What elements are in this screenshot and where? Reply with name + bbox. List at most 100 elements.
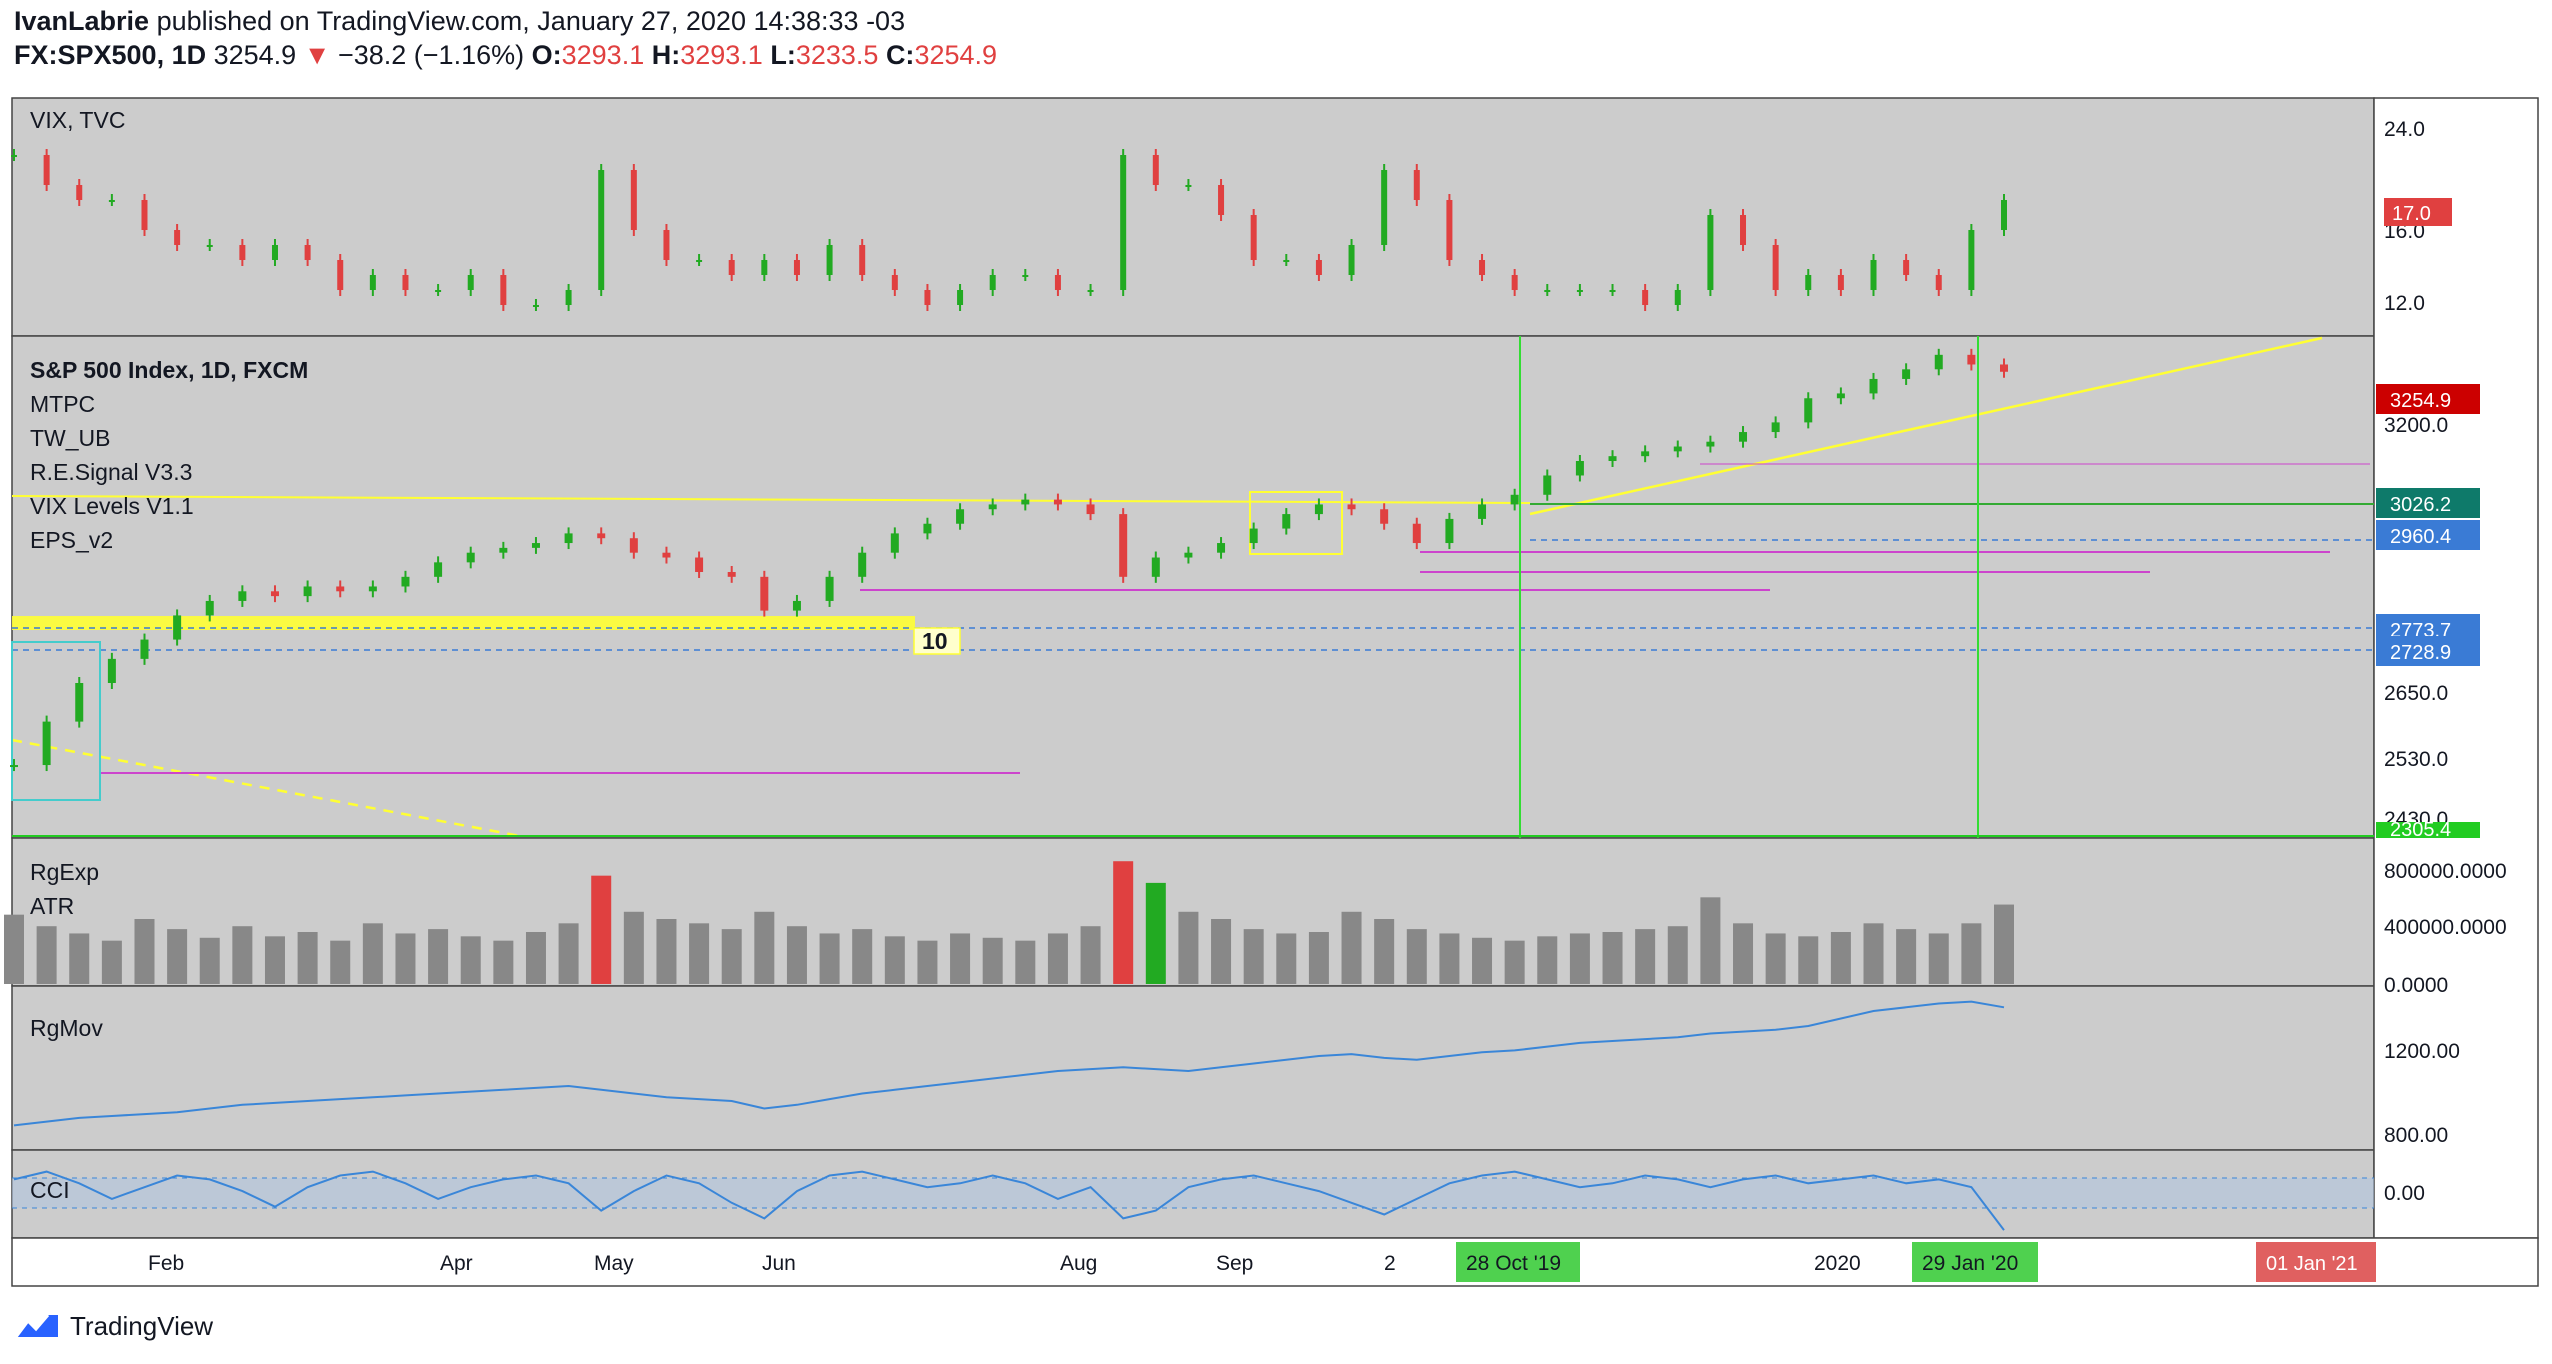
price-series-candle bbox=[956, 509, 965, 524]
vix-series-candle bbox=[1609, 290, 1616, 292]
open-value: 3293.1 bbox=[561, 40, 645, 70]
volume-bar bbox=[1994, 904, 2014, 984]
time-marker-3: 01 Jan '21 bbox=[2266, 1253, 2358, 1275]
price-series-candle bbox=[825, 576, 834, 601]
rgmov-pane[interactable] bbox=[11, 985, 2375, 1151]
price-tag-2: 3026.2 bbox=[2390, 494, 2451, 516]
vix-series-candle bbox=[500, 275, 507, 305]
volume-bar bbox=[199, 937, 220, 984]
vix-tick-12: 12.0 bbox=[2384, 292, 2425, 315]
price-tag-bg-6 bbox=[2376, 822, 2480, 838]
volume-bar bbox=[852, 929, 873, 984]
vix-series-candle bbox=[1120, 155, 1127, 290]
volume-tick-0: 0.0000 bbox=[2384, 974, 2448, 997]
price-series-candle bbox=[1445, 518, 1454, 544]
vix-series-candle bbox=[1054, 275, 1061, 290]
rgmov-tick-800: 800.00 bbox=[2384, 1124, 2448, 1147]
author-name[interactable]: IvanLabrie bbox=[14, 6, 150, 36]
vix-series-candle bbox=[1642, 290, 1649, 305]
vix-last-tag bbox=[2384, 198, 2452, 226]
price-series-candle bbox=[401, 576, 410, 587]
vix-pane[interactable] bbox=[11, 97, 2375, 337]
close-value: 3254.9 bbox=[914, 40, 998, 70]
vix-series-candle bbox=[1968, 230, 1975, 290]
time-axis[interactable] bbox=[11, 1237, 2539, 1287]
vix-series-candle bbox=[989, 275, 996, 290]
volume-bar bbox=[1113, 861, 1134, 984]
volume-bar bbox=[1830, 932, 1851, 984]
price-tag-3: 2960.4 bbox=[2390, 526, 2451, 548]
volume-bar bbox=[1406, 929, 1427, 984]
price-series-candle bbox=[1249, 528, 1258, 544]
vix-series-candle bbox=[565, 290, 572, 305]
volume-bar bbox=[1211, 919, 1232, 984]
vix-series-candle bbox=[1185, 185, 1192, 187]
price-series-candle bbox=[1380, 509, 1389, 524]
vix-series-candle bbox=[1152, 155, 1159, 185]
vix-title: VIX, TVC bbox=[30, 107, 125, 133]
volume-bar bbox=[1145, 882, 1166, 984]
vix-series-candle bbox=[859, 245, 866, 275]
vix-series-candle bbox=[1087, 290, 1094, 292]
price-series-candle bbox=[597, 533, 606, 539]
time-marker-2: 29 Jan '20 bbox=[1922, 1252, 2018, 1275]
rgmov-line bbox=[13, 1000, 2005, 1127]
tradingview-logo-icon bbox=[14, 1314, 58, 1338]
volume-bar bbox=[1928, 933, 1949, 984]
price-series-candle bbox=[1739, 432, 1748, 442]
volume-bar bbox=[297, 932, 318, 984]
price-axis[interactable] bbox=[2373, 97, 2539, 1239]
main-pane[interactable] bbox=[11, 335, 2375, 839]
yellow-box bbox=[1249, 491, 1343, 555]
price-series-candle bbox=[564, 533, 573, 544]
vix-series-candle bbox=[1250, 215, 1257, 260]
vix-series bbox=[11, 149, 2007, 311]
footer-brand[interactable]: TradingView bbox=[14, 1306, 213, 1346]
time-label-2: 2 bbox=[1384, 1252, 1396, 1275]
vix-series-candle bbox=[1674, 290, 1681, 305]
price-series-candle bbox=[1706, 441, 1715, 447]
volume-bar bbox=[950, 933, 971, 984]
price-series-candle bbox=[662, 552, 671, 558]
volume-tick-800k: 800000.0000 bbox=[2384, 860, 2507, 883]
price-series-candle bbox=[1217, 543, 1226, 553]
cci-tick-0: 0.00 bbox=[2384, 1182, 2425, 1205]
volume-bar bbox=[721, 929, 742, 984]
vix-series-candle bbox=[826, 245, 833, 275]
volume-bar bbox=[1700, 897, 1721, 984]
price-series-candle bbox=[1412, 523, 1421, 544]
price-series-candle bbox=[1478, 504, 1487, 519]
rgmov-title: RgMov bbox=[30, 1015, 103, 1041]
volume-bar bbox=[36, 926, 57, 984]
time-label-2020: 2020 bbox=[1814, 1252, 1861, 1275]
vix-series-candle bbox=[337, 260, 344, 290]
price-tag-1: 3254.9 bbox=[2390, 390, 2451, 412]
time-label-may: May bbox=[594, 1252, 634, 1275]
price-series-candle bbox=[10, 765, 18, 768]
price-series-candle bbox=[238, 591, 247, 601]
volume-bar bbox=[1733, 923, 1754, 984]
price-series-candle bbox=[173, 615, 182, 640]
volume-bar bbox=[1276, 933, 1297, 984]
high-value: 3293.1 bbox=[680, 40, 763, 70]
vix-tick-24: 24.0 bbox=[2384, 118, 2425, 141]
volume-bar bbox=[4, 914, 24, 984]
volume-bar bbox=[1602, 932, 1623, 984]
symbol-label[interactable]: FX:SPX500, 1D bbox=[14, 40, 207, 70]
vix-series-candle bbox=[1446, 200, 1453, 260]
high-label: H: bbox=[651, 40, 681, 70]
price-series-candle bbox=[368, 586, 377, 592]
vix-series-candle bbox=[1544, 290, 1551, 292]
yellow-trendline bbox=[1529, 336, 2323, 516]
volume-bar bbox=[362, 923, 383, 984]
price-series-candle bbox=[858, 552, 867, 577]
vix-series-candle bbox=[435, 290, 442, 292]
vix-series-candle bbox=[1283, 260, 1290, 262]
volume-bar bbox=[1015, 940, 1036, 984]
low-label: L: bbox=[770, 40, 796, 70]
volume-bar bbox=[1635, 929, 1656, 984]
chart-canvas[interactable]: 10 VIX, TVC S&P 500 Index, 1D, FXCM MTPC… bbox=[0, 0, 2552, 1300]
volume-bar bbox=[1308, 932, 1329, 984]
price-series-candle bbox=[1869, 378, 1878, 394]
indicator-5: EPS_v2 bbox=[30, 527, 113, 553]
